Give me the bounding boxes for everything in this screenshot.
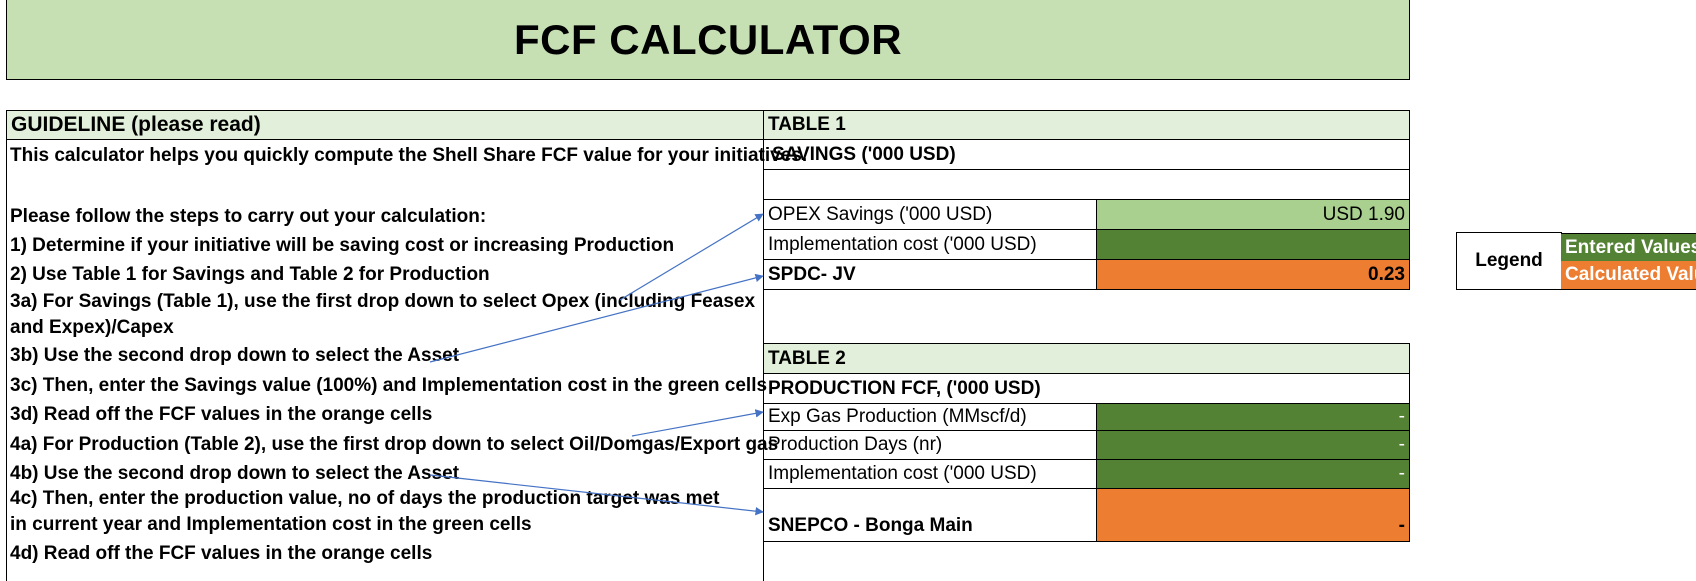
table1-blank-row: [763, 169, 1410, 200]
table1-asset-dropdown[interactable]: SPDC- JV: [763, 259, 1097, 290]
guideline-step-3a: 3a) For Savings (Table 1), use the first…: [10, 291, 756, 338]
table2-fcf-output: -: [1096, 488, 1410, 542]
table1-opex-label: OPEX Savings ('000 USD): [763, 199, 1097, 230]
guideline-step-4b: 4b) Use the second drop down to select t…: [10, 463, 460, 484]
table2-production-input[interactable]: -: [1096, 403, 1410, 431]
table2-asset-dropdown[interactable]: SNEPCO - Bonga Main: [763, 488, 1097, 542]
guideline-header: GUIDELINE (please read): [6, 110, 764, 140]
guideline-intro: This calculator helps you quickly comput…: [10, 145, 808, 166]
page-title: FCF CALCULATOR: [6, 0, 1410, 80]
table1-impl-cost-input[interactable]: [1096, 229, 1410, 260]
guideline-step-3d: 3d) Read off the FCF values in the orang…: [10, 404, 433, 425]
guideline-step-4a: 4a) For Production (Table 2), use the fi…: [10, 434, 779, 455]
table1-subheader: SAVINGS ('000 USD): [763, 139, 1410, 170]
legend-label: Legend: [1456, 232, 1562, 290]
table2-header: TABLE 2: [763, 343, 1410, 374]
guideline-step-1: 1) Determine if your initiative will be …: [10, 235, 675, 256]
guideline-step-2: 2) Use Table 1 for Savings and Table 2 f…: [10, 264, 490, 285]
guideline-steps-intro: Please follow the steps to carry out you…: [10, 206, 487, 227]
guideline-step-4d: 4d) Read off the FCF values in the orang…: [10, 543, 433, 564]
table2-impl-cost-label: Implementation cost ('000 USD): [763, 459, 1097, 489]
table2-impl-cost-input[interactable]: -: [1096, 459, 1410, 489]
table2-production-type-dropdown[interactable]: Exp Gas Production (MMscf/d): [763, 403, 1097, 431]
table2-subheader: PRODUCTION FCF, ('000 USD): [763, 373, 1410, 404]
table1-header: TABLE 1: [763, 110, 1410, 140]
table2-days-input[interactable]: -: [1096, 430, 1410, 460]
table2-days-label: Production Days (nr): [763, 430, 1097, 460]
legend-calculated-values: Calculated Valu: [1561, 261, 1696, 290]
table1-fcf-output: 0.23: [1096, 259, 1410, 290]
table1-impl-cost-label: Implementation cost ('000 USD): [763, 229, 1097, 260]
guideline-step-3b: 3b) Use the second drop down to select t…: [10, 345, 460, 366]
guideline-step-3c: 3c) Then, enter the Savings value (100%)…: [10, 375, 768, 396]
table1-opex-input[interactable]: USD 1.90: [1096, 199, 1410, 230]
guideline-step-4c: 4c) Then, enter the production value, no…: [10, 488, 720, 535]
legend-entered-values: Entered Values: [1561, 233, 1696, 262]
